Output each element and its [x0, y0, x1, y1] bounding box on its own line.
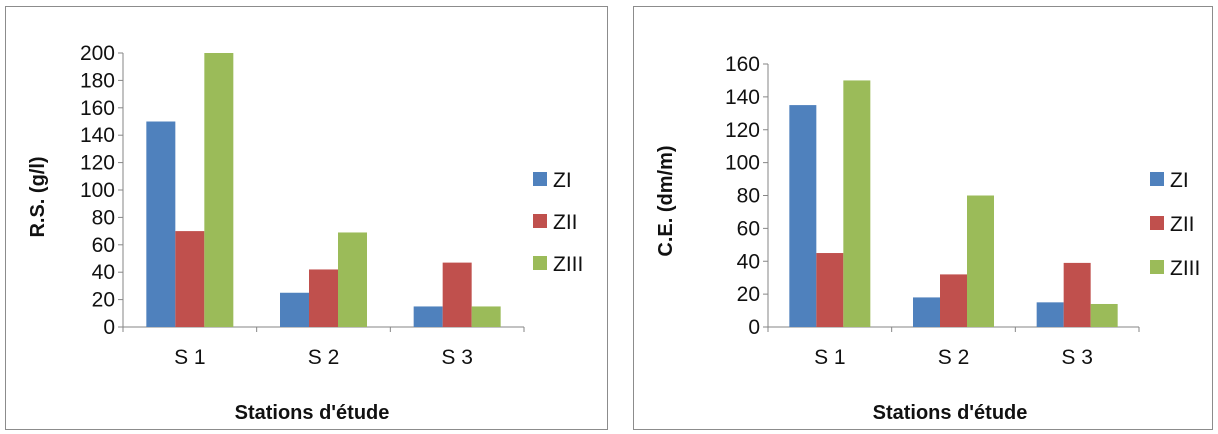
y-tick-label: 20 — [737, 283, 760, 306]
x-axis-title: Stations d'étude — [873, 402, 1028, 424]
bar-zi-2 — [280, 292, 309, 327]
bar-zi-1 — [146, 121, 176, 327]
y-tick-label: 80 — [737, 185, 760, 208]
y-tick-label: 60 — [737, 217, 760, 240]
bar-ziii-1 — [843, 80, 871, 327]
y-tick-label: 120 — [725, 119, 760, 142]
y-tick-label: 140 — [725, 86, 760, 109]
y-tick-label: 20 — [92, 289, 115, 312]
y-tick-label: 80 — [92, 206, 115, 229]
y-tick-label: 40 — [92, 261, 115, 284]
bar-ziii-3 — [1090, 303, 1118, 327]
y-tick-label: 60 — [92, 234, 115, 257]
x-tick-label: S 2 — [308, 346, 340, 369]
chart-panel-ce: C.E. (dm/m) Stations d'étude 0 20 40 60 80 10… — [633, 6, 1213, 430]
bar-zii-3 — [442, 262, 472, 327]
legend-label-zi: ZI — [553, 169, 572, 192]
y-tick-label: 160 — [80, 97, 115, 120]
y-tick-label: 200 — [80, 42, 115, 65]
chart-ce: C.E. (dm/m) Stations d'étude 0 20 40 60 80 10… — [655, 53, 1200, 424]
y-axis-title: C.E. (dm/m) — [655, 145, 677, 256]
legend-label-zii: ZII — [553, 211, 578, 234]
bar-zii-1 — [175, 231, 205, 327]
legend-label-ziii: ZIII — [553, 253, 583, 276]
bar-zi-3 — [1036, 302, 1064, 327]
legend-label-ziii: ZIII — [1170, 257, 1200, 280]
y-tick-label: 100 — [725, 152, 760, 175]
y-tick-label: 180 — [80, 69, 115, 92]
bar-zi-3 — [413, 306, 443, 327]
chart-panel-rs: R.S. (g/l) Stations d'étude 0 20 40 60 80 100… — [5, 6, 608, 430]
x-tick-label: S 1 — [174, 346, 206, 369]
x-axis-title: Stations d'étude — [235, 402, 390, 424]
bar-zii-2 — [940, 274, 967, 327]
bar-ziii-2 — [967, 195, 994, 327]
legend-swatch-zii — [533, 214, 547, 228]
y-tick-label: 100 — [80, 179, 115, 202]
y-tick-label: 140 — [80, 124, 115, 147]
bar-ziii-3 — [471, 306, 501, 327]
chart-rs: R.S. (g/l) Stations d'étude 0 20 40 60 80 100… — [27, 42, 583, 424]
y-tick-label: 40 — [737, 250, 760, 273]
legend-swatch-zi — [1150, 172, 1164, 186]
legend-swatch-zii — [1150, 216, 1164, 230]
y-tick-label: 120 — [80, 152, 115, 175]
legend-label-zi: ZI — [1170, 169, 1189, 192]
x-tick-label: S 2 — [938, 346, 970, 369]
x-tick-label: S 3 — [441, 346, 473, 369]
bar-ziii-2 — [338, 232, 367, 327]
y-tick-label: 160 — [725, 53, 760, 76]
bar-ziii-1 — [204, 53, 234, 327]
bar-zii-1 — [816, 253, 844, 327]
legend-swatch-ziii — [533, 256, 547, 270]
legend-label-zii: ZII — [1170, 213, 1195, 236]
bar-zii-3 — [1063, 262, 1091, 327]
bar-zi-1 — [789, 105, 817, 327]
x-tick-label: S 1 — [814, 346, 846, 369]
y-axis-title: R.S. (g/l) — [27, 156, 49, 237]
y-tick-label: 0 — [103, 316, 115, 339]
x-tick-label: S 3 — [1061, 346, 1093, 369]
bar-zii-2 — [309, 269, 338, 327]
bar-zi-2 — [913, 297, 940, 327]
y-tick-label: 0 — [748, 316, 760, 339]
legend-swatch-ziii — [1150, 260, 1164, 274]
legend-swatch-zi — [533, 172, 547, 186]
